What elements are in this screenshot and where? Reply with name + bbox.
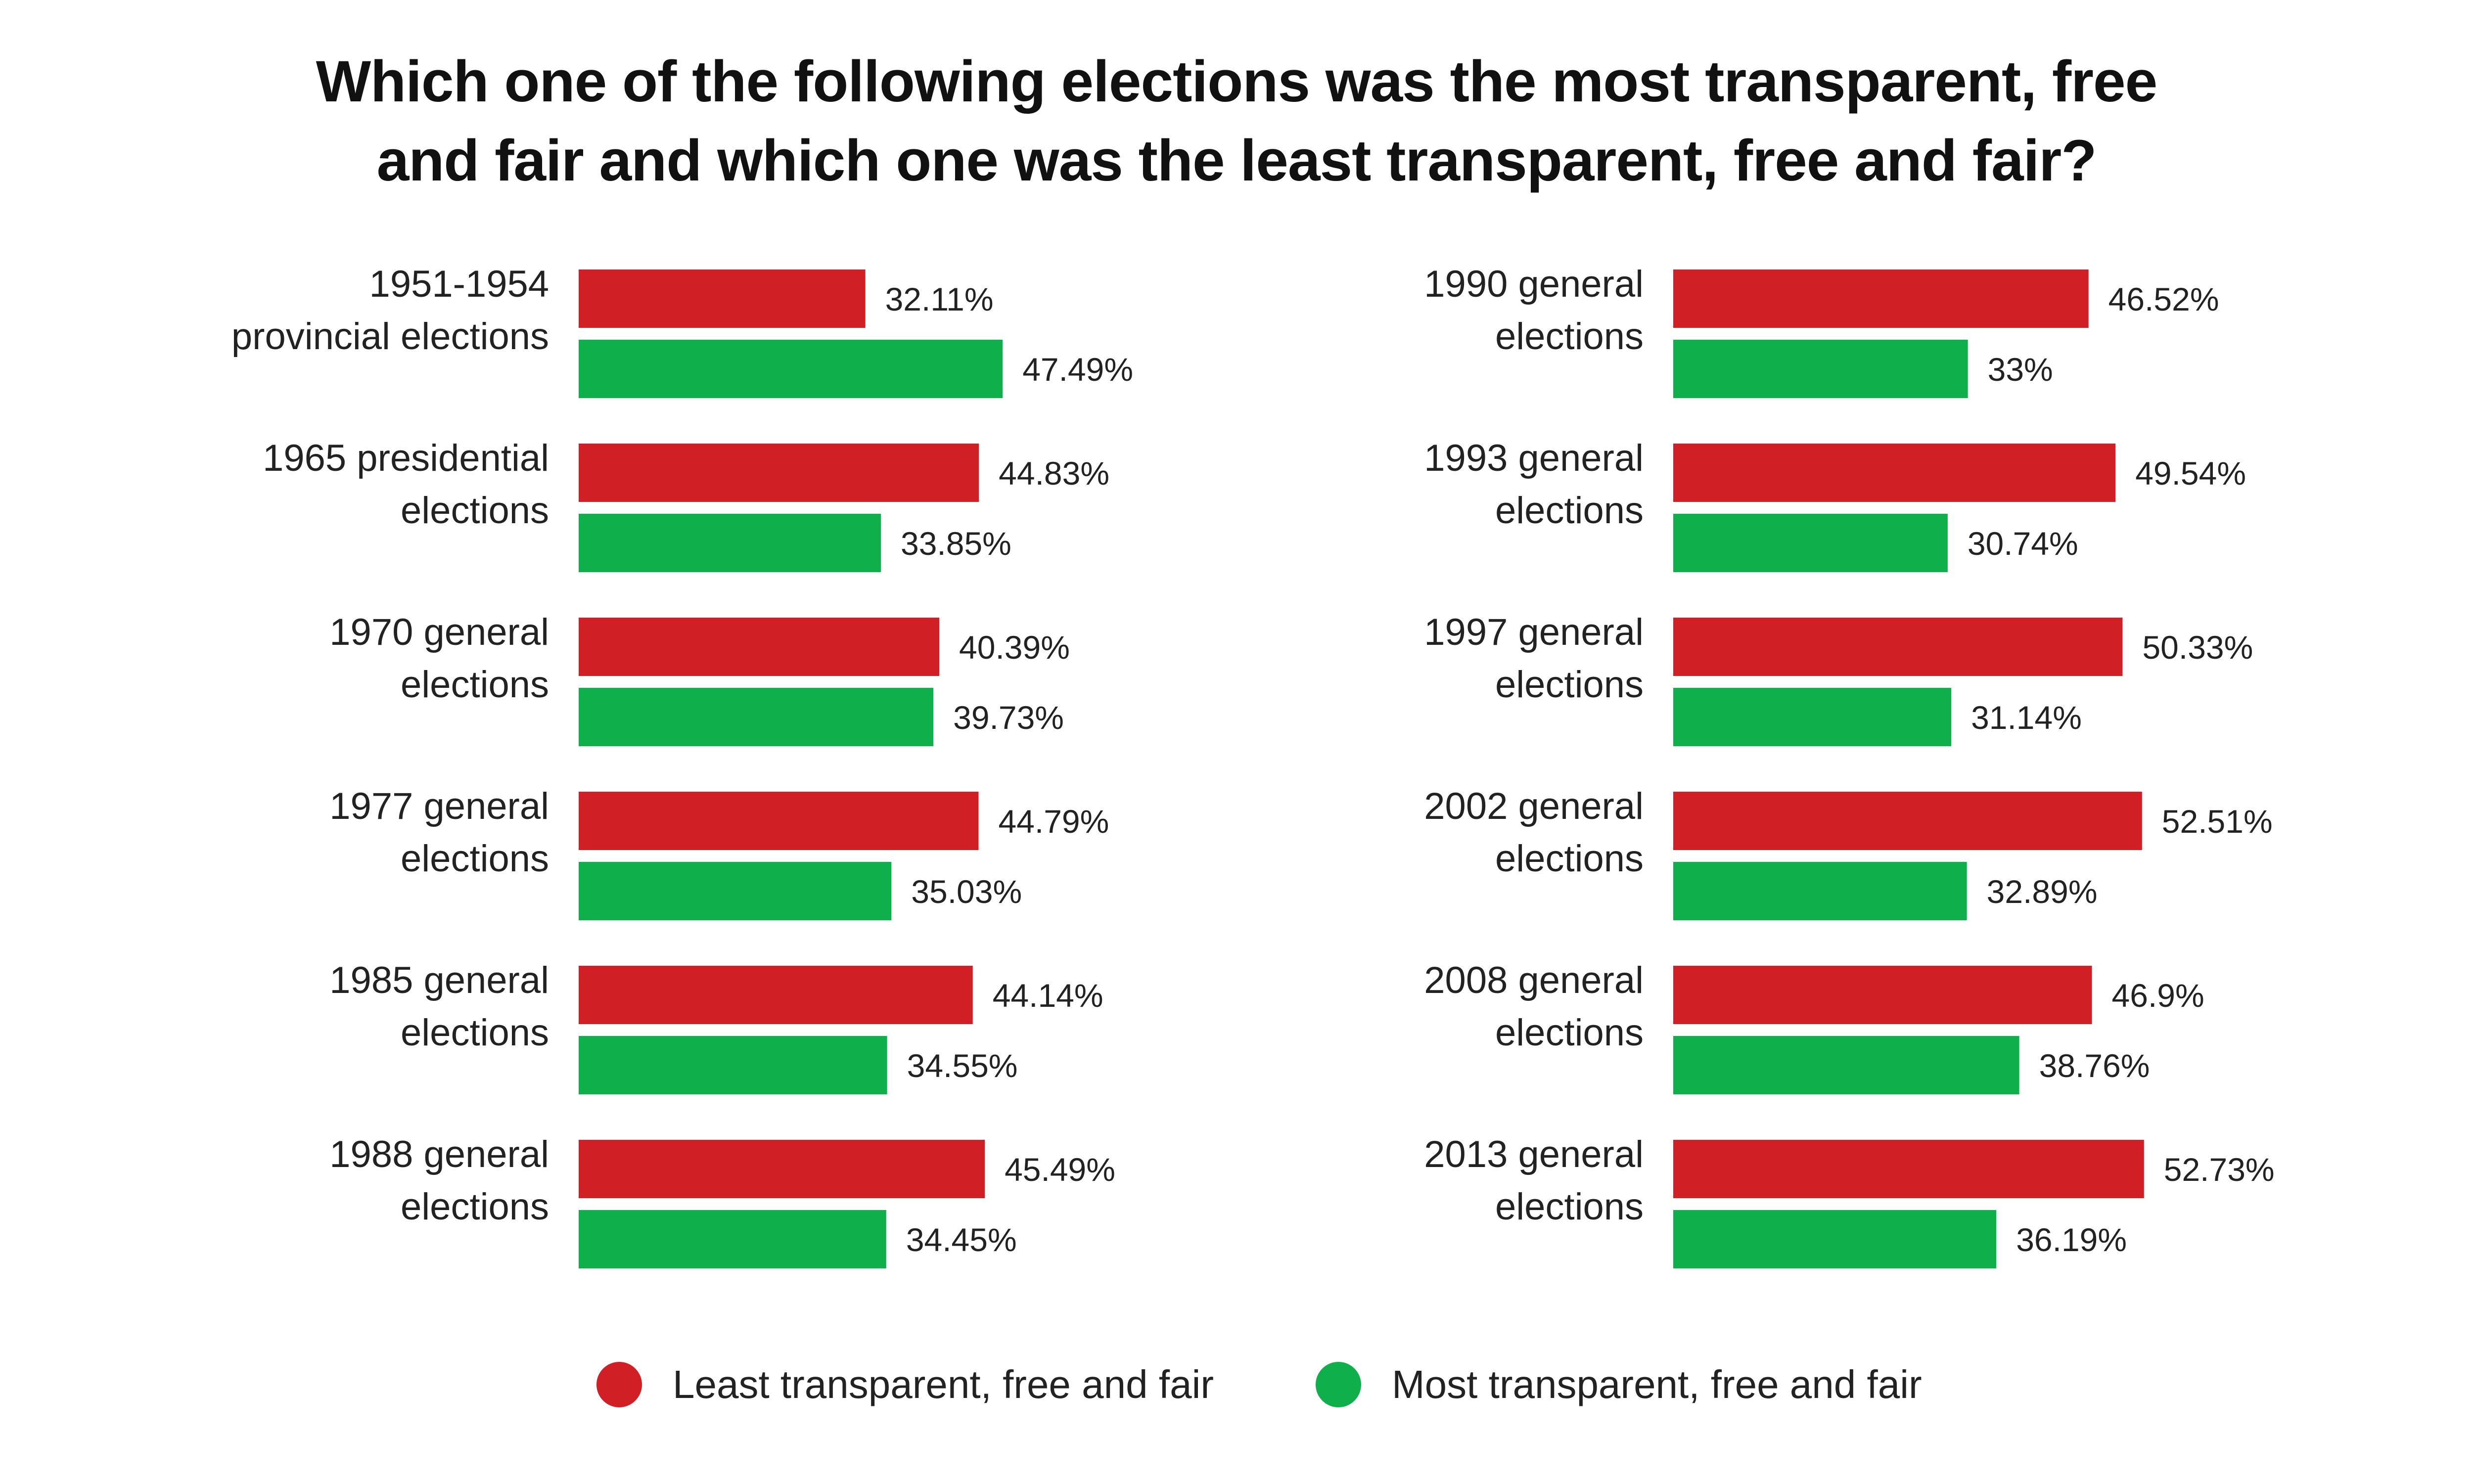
value-label-least: 52.73% [2164,1151,2275,1188]
value-label-most: 34.55% [907,1047,1018,1084]
value-label-least: 50.33% [2142,629,2253,666]
value-label-least: 44.79% [998,803,1109,840]
bar-most [579,1210,886,1268]
bar-most [1673,340,1968,398]
bar-most [579,862,892,920]
bar-most [1673,1036,2019,1094]
category-label: 2008 general elections [1424,959,1644,1054]
legend-item-least: Least transparent, free and fair [596,1345,1214,1424]
value-label-most: 36.19% [2016,1221,2127,1258]
category-label: 2013 general elections [1424,1133,1644,1228]
value-label-most: 33% [1988,351,2053,388]
legend: Least transparent, free and fair Most tr… [0,1345,2473,1424]
value-label-most: 39.73% [953,699,1064,736]
legend-swatch-least [596,1362,642,1407]
bar-most [1673,1210,1997,1268]
bar-most [1673,514,1948,572]
bar-most [1673,688,1952,746]
category-label: 1951-1954 provincial elections [231,263,549,358]
value-label-least: 44.83% [999,455,1109,492]
value-label-least: 40.39% [959,629,1070,666]
value-label-most: 34.45% [906,1221,1017,1258]
legend-item-most: Most transparent, free and fair [1316,1345,1922,1424]
value-label-least: 46.52% [2108,281,2219,317]
bar-least [579,1140,985,1198]
value-label-least: 52.51% [2162,803,2273,840]
bar-least [579,618,940,676]
category-label: 1990 general elections [1424,263,1644,358]
bar-most [579,514,881,572]
value-label-least: 46.9% [2112,977,2204,1014]
legend-label-least: Least transparent, free and fair [673,1362,1214,1406]
chart-title-line-2: and fair and which one was the least tra… [376,128,2097,193]
bar-most [1673,862,1967,920]
category-label: 1997 general elections [1424,611,1644,706]
bar-least [1673,618,2123,676]
bar-least [579,966,973,1024]
value-label-most: 35.03% [911,873,1022,910]
value-label-most: 32.89% [1987,873,2098,910]
category-label: 1985 general elections [329,959,549,1054]
bar-least [1673,792,2142,850]
bar-least [579,270,866,328]
bar-least [1673,270,2089,328]
value-label-least: 45.49% [1005,1151,1115,1188]
value-label-least: 32.11% [885,281,994,317]
category-label: 1993 general elections [1424,437,1644,532]
bar-most [579,340,1003,398]
value-label-most: 33.85% [901,525,1011,562]
bar-least [1673,1140,2144,1198]
bar-most [579,1036,887,1094]
value-label-least: 49.54% [2135,455,2246,492]
bar-least [1673,966,2092,1024]
bar-most [579,688,934,746]
chart-title-line-1: Which one of the following elections was… [316,49,2158,114]
category-label: 2002 general elections [1424,785,1644,880]
category-label: 1965 presidential elections [263,437,549,532]
chart-title: Which one of the following elections was… [0,42,2473,200]
legend-swatch-most [1316,1362,1361,1407]
value-label-most: 38.76% [2039,1047,2150,1084]
category-label: 1988 general elections [329,1133,549,1228]
bar-least [579,792,979,850]
category-label: 1977 general elections [329,785,549,880]
legend-label-most: Most transparent, free and fair [1392,1362,1922,1406]
value-label-most: 31.14% [1971,699,2082,736]
value-label-most: 47.49% [1022,351,1133,388]
bar-least [579,444,979,502]
value-label-most: 30.74% [1968,525,2078,562]
value-label-least: 44.14% [993,977,1103,1014]
category-label: 1970 general elections [329,611,549,706]
bar-least [1673,444,2116,502]
